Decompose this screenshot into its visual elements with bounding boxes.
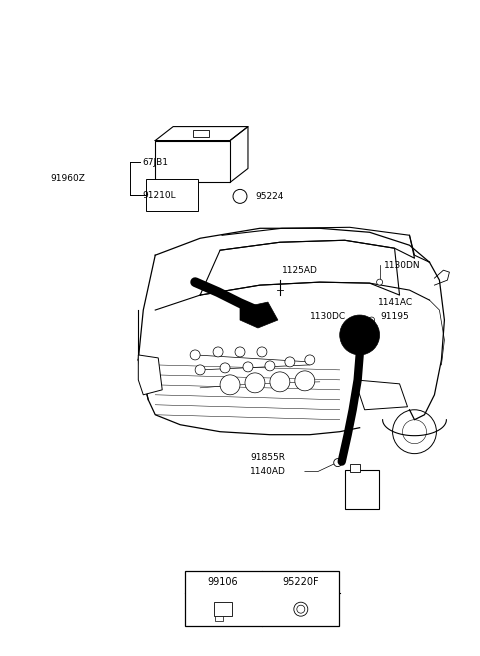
Circle shape (340, 315, 380, 355)
Circle shape (334, 459, 342, 466)
Bar (345, 470, 379, 510)
Polygon shape (355, 380, 408, 410)
Circle shape (190, 350, 200, 360)
Text: 99106: 99106 (208, 577, 239, 587)
Circle shape (220, 363, 230, 373)
Text: 91855R: 91855R (250, 453, 285, 462)
Text: 91195: 91195 (381, 312, 409, 321)
Bar (350, 464, 360, 472)
Text: 1141AC: 1141AC (378, 298, 413, 306)
Bar (193, 130, 209, 137)
Bar (185, 571, 339, 626)
Circle shape (270, 372, 290, 392)
Circle shape (243, 362, 253, 372)
Text: 95220F: 95220F (283, 577, 319, 587)
Circle shape (377, 279, 383, 285)
Circle shape (233, 190, 247, 203)
Bar (146, 180, 198, 211)
Circle shape (213, 347, 223, 357)
Text: 1125AD: 1125AD (282, 266, 318, 275)
Circle shape (257, 347, 267, 357)
Circle shape (305, 355, 315, 365)
Text: 91960Z: 91960Z (50, 174, 85, 183)
Polygon shape (240, 302, 278, 328)
Text: 95224: 95224 (255, 192, 283, 201)
Circle shape (369, 317, 374, 323)
Polygon shape (138, 355, 162, 395)
Text: 1130DN: 1130DN (384, 260, 420, 270)
Circle shape (297, 605, 305, 613)
Circle shape (294, 602, 308, 616)
Circle shape (265, 361, 275, 371)
Text: 67JB1: 67JB1 (142, 158, 168, 167)
Text: 1130DC: 1130DC (310, 312, 346, 321)
Circle shape (220, 375, 240, 395)
Circle shape (195, 365, 205, 375)
Text: 91210L: 91210L (142, 191, 176, 200)
Bar (214, 602, 232, 616)
Circle shape (235, 347, 245, 357)
Bar (215, 616, 223, 621)
Circle shape (285, 357, 295, 367)
Circle shape (295, 371, 315, 391)
Circle shape (245, 373, 265, 393)
Text: 1140AD: 1140AD (250, 467, 286, 476)
